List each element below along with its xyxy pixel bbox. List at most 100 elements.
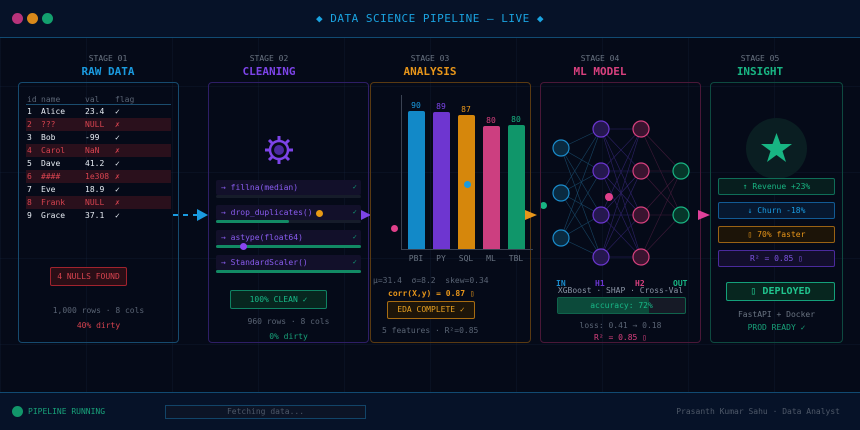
cell-flag: ✓ [115, 210, 120, 220]
analysis-panel: 90 PBI 89 PY 87 SQL 80 ML 80 TBL μ=31.4 … [370, 82, 533, 343]
cell-val: 1e308 [85, 171, 110, 181]
raw-data-table: id name val flag 1 Alice 23.4 ✓ 2??? NULL ✗ 3… [26, 95, 171, 222]
minimize-button[interactable] [27, 13, 38, 24]
accuracy-fill [558, 298, 650, 313]
cell-name: Alice [41, 106, 66, 116]
table-header: id name val flag [26, 95, 171, 105]
op-label: → StandardScaler() [221, 258, 308, 267]
accuracy-bar: accuracy: 72% [557, 297, 686, 314]
cell-val: NULL [85, 119, 105, 129]
kpi-speed: ▯ 70% faster [718, 226, 835, 243]
pipeline-status: PIPELINE RUNNING [28, 407, 106, 416]
op-progress [216, 270, 361, 273]
window-title: ◆ DATA SCIENCE PIPELINE — LIVE ◆ [316, 12, 544, 25]
cell-id: 3 [27, 132, 32, 142]
layer-label-h2: H2 [635, 279, 645, 288]
cleaning-dirty: 0% dirty [269, 332, 308, 341]
analysis-stats: μ=31.4 σ=8.2 skew=0.34 [373, 276, 489, 285]
table-row: 8 Frank NULL ✗ [26, 195, 171, 209]
cell-name: Carol [41, 145, 66, 155]
stage-3-label: STAGE 03 [410, 54, 450, 63]
nulls-found-badge: 4 NULLS FOUND [50, 267, 127, 286]
clean-badge: 100% CLEAN ✓ [230, 290, 327, 309]
status-bar: PIPELINE RUNNING Fetching data... Prasan… [0, 392, 860, 430]
flow-arrow-icon [698, 210, 710, 220]
stage-4-name: ML MODEL [573, 65, 627, 78]
bar-value-pbi: 90 [411, 101, 421, 110]
maximize-button[interactable] [42, 13, 53, 24]
cleaning-op: → StandardScaler() ✓ [216, 255, 361, 270]
cell-id: 4 [27, 145, 32, 155]
bar-ml[interactable] [483, 126, 500, 249]
loss-text: loss: 0.41 → 0.18 [579, 321, 662, 330]
bar-value-sql: 87 [461, 105, 471, 114]
stage-5-label: STAGE 05 [740, 54, 780, 63]
cleaning-op: → fillna(median) ✓ [216, 180, 361, 195]
fetch-status-field: Fetching data... [165, 405, 366, 419]
star-icon [761, 133, 792, 162]
ml-r2: R² = 0.85 ▯ [594, 333, 647, 342]
layer-label-out: OUT [673, 279, 688, 288]
raw-data-dirty: 40% dirty [76, 321, 121, 330]
cell-name: Dave [41, 158, 61, 168]
cell-flag: ✓ [115, 132, 120, 142]
author-credit: Prasanth Kumar Sahu · Data Analyst [676, 407, 840, 416]
cell-flag: ✗ [115, 145, 120, 155]
cell-flag: ✓ [115, 184, 120, 194]
flow-arrow-icon [173, 209, 208, 221]
stage-4-label: STAGE 04 [580, 54, 620, 63]
check-icon: ✓ [352, 258, 357, 266]
kpi-revenue: ↑ Revenue +23% [718, 178, 835, 195]
bar-value-ml: 80 [486, 116, 496, 125]
cleaning-panel: → fillna(median) ✓ → drop_duplicates() ✓ →… [208, 82, 369, 343]
stage-1-label: STAGE 01 [88, 54, 128, 63]
cell-flag: ✗ [115, 119, 120, 129]
table-row: 7 Eve 18.9 ✓ [26, 183, 171, 196]
stage-2-name: CLEANING [242, 65, 296, 78]
cell-id: 1 [27, 106, 32, 116]
op-label: → astype(float64) [221, 233, 303, 242]
data-particle [240, 243, 247, 250]
bar-label-ml: ML [486, 254, 496, 263]
raw-data-panel: id name val flag 1 Alice 23.4 ✓ 2??? NULL ✗ 3… [18, 82, 179, 343]
op-progress [216, 195, 361, 198]
table-row: 9 Grace 37.1 ✓ [26, 209, 171, 222]
bar-py[interactable] [433, 112, 450, 249]
raw-data-summary: 1,000 rows · 8 cols [52, 306, 145, 315]
cell-val: -99 [85, 132, 100, 142]
gear-icon [265, 136, 293, 164]
correlation-text: corr(X,y) = 0.87 ▯ [388, 289, 475, 298]
cell-val: NaN [85, 145, 100, 155]
flow-arrow-icon [525, 210, 537, 220]
deployed-badge: ▯ DEPLOYED [726, 282, 835, 301]
table-row: 1 Alice 23.4 ✓ [26, 105, 171, 118]
table-row: 5 Dave 41.2 ✓ [26, 157, 171, 170]
op-progress [216, 245, 361, 248]
data-particle [316, 210, 323, 217]
prod-ready-status: PROD READY ✓ [747, 323, 806, 332]
cell-id: 8 [27, 197, 32, 207]
op-label: → fillna(median) [221, 183, 299, 192]
insight-panel: ↑ Revenue +23% ↓ Churn -18% ▯ 70% faster… [710, 82, 843, 343]
eda-complete-badge: EDA COMPLETE ✓ [387, 301, 475, 319]
bar-pbi[interactable] [408, 111, 425, 249]
kpi-r2: R² = 0.85 ▯ [718, 250, 835, 267]
stage-2-label: STAGE 02 [249, 54, 289, 63]
col-name: name [40, 95, 84, 105]
layer-label-h1: H1 [595, 279, 605, 288]
data-particle [540, 202, 547, 209]
cleaning-op: → drop_duplicates() ✓ [216, 205, 361, 220]
table-row: 2??? NULL ✗ [26, 117, 171, 131]
chart-x-axis [401, 249, 533, 250]
ml-model-panel: IN H1 H2 OUT XGBoost · SHAP · Cross-Val … [540, 82, 701, 343]
cell-val: 18.9 [85, 184, 105, 194]
cell-val: 23.4 [85, 106, 105, 116]
bar-tbl[interactable] [508, 125, 525, 249]
analysis-summary: 5 features · R²=0.85 [382, 326, 479, 335]
table-row: 6 #### 1e308 ✗ [26, 169, 171, 183]
close-button[interactable] [12, 13, 23, 24]
table-row: 4 Carol NaN ✗ [26, 143, 171, 157]
data-particle [391, 225, 398, 232]
col-val: val [84, 95, 114, 105]
cell-id: 6 [27, 171, 32, 181]
